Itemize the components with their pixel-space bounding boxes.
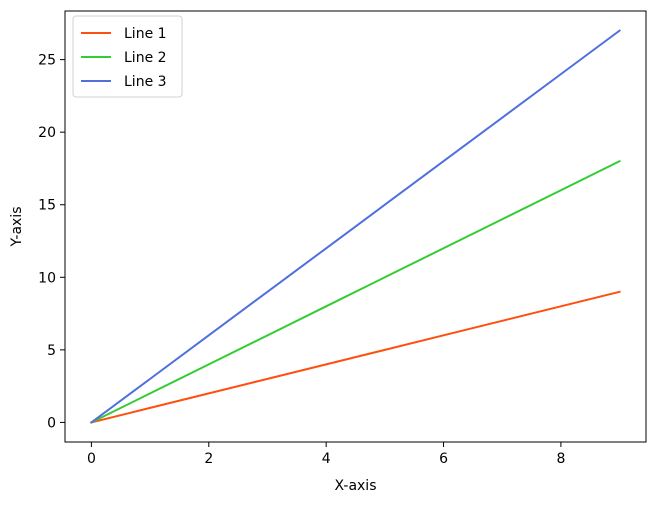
x-axis-ticks: 0 2 4 6 8 [87, 442, 565, 467]
x-tick-label: 4 [322, 451, 331, 467]
series-line-2 [90, 159, 621, 424]
legend-box [72, 15, 183, 98]
y-tick-label: 10 [38, 270, 56, 286]
y-tick-label: 5 [47, 343, 56, 359]
y-tick-label: 20 [38, 125, 56, 141]
series-line-1 [90, 290, 621, 424]
legend-label-3: Line 3 [124, 74, 167, 90]
y-axis-ticks: 0 5 10 15 20 25 [38, 53, 65, 431]
y-tick-label: 0 [47, 415, 56, 431]
series-layer [90, 29, 621, 424]
legend-label-1: Line 1 [124, 26, 167, 42]
x-axis-label: X-axis [335, 478, 377, 494]
legend: Line 1 Line 2 Line 3 [72, 15, 183, 98]
y-axis-label: Y-axis [9, 207, 25, 248]
y-tick-label: 15 [38, 198, 56, 214]
x-tick-label: 8 [556, 451, 565, 467]
x-tick-label: 2 [204, 451, 213, 467]
x-tick-label: 0 [87, 451, 96, 467]
y-tick-label: 25 [38, 53, 56, 69]
legend-label-2: Line 2 [124, 50, 167, 66]
axes-frame [64, 10, 647, 443]
x-tick-label: 6 [439, 451, 448, 467]
series-line-3 [90, 29, 621, 424]
